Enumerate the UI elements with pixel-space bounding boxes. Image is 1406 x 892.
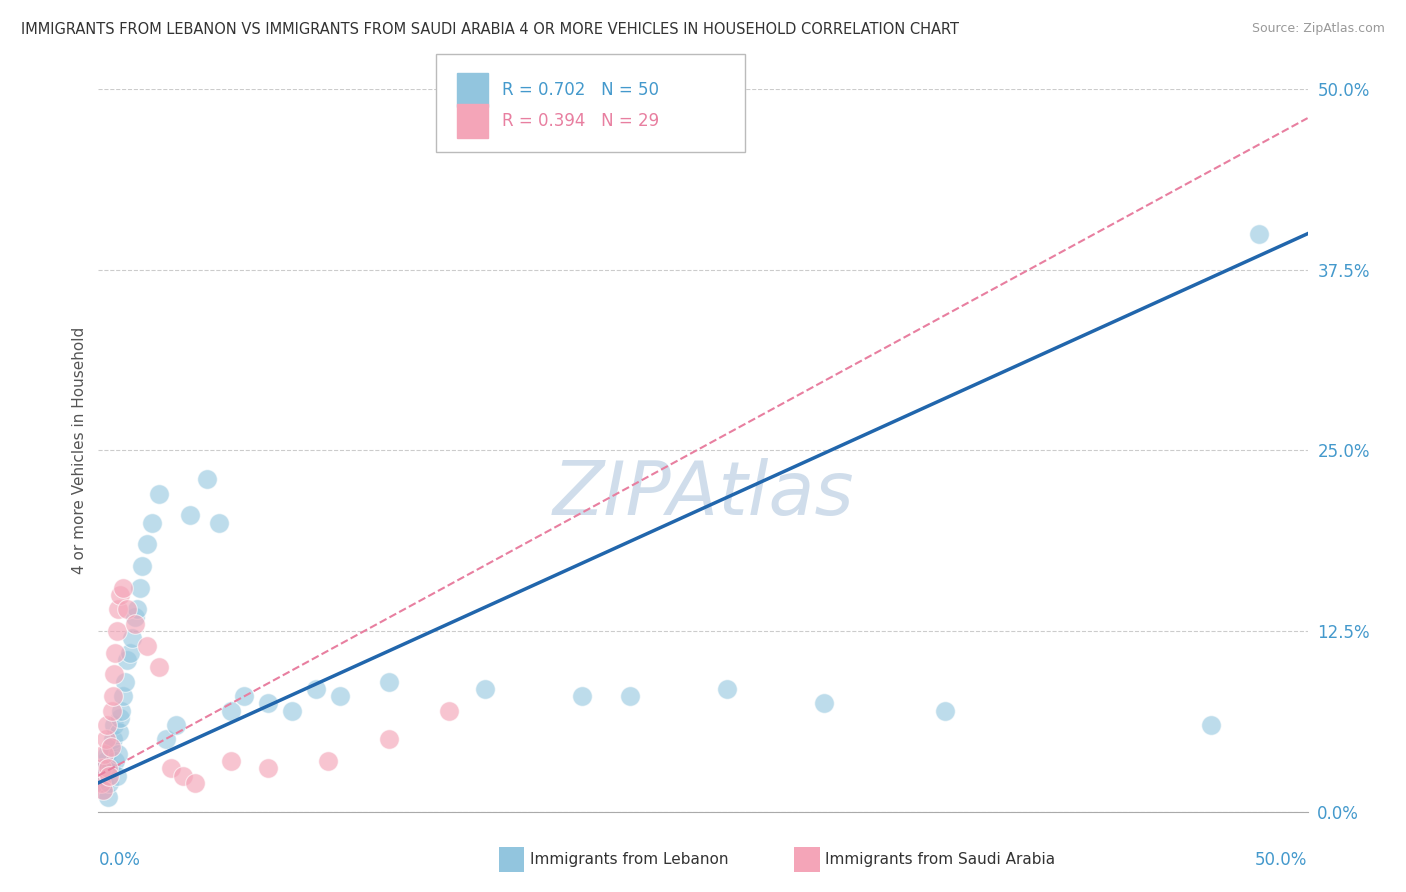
Point <box>111 689 134 703</box>
Point <box>377 674 399 689</box>
Y-axis label: 4 or more Vehicles in Household: 4 or more Vehicles in Household <box>72 326 87 574</box>
Point <box>127 602 149 616</box>
Point <box>121 632 143 646</box>
Point <box>90 769 112 783</box>
Point <box>934 704 956 718</box>
Text: 50.0%: 50.0% <box>1256 852 1308 870</box>
Point <box>114 674 136 689</box>
Point <box>184 776 207 790</box>
Point <box>256 761 278 775</box>
Point <box>94 754 117 768</box>
Point <box>141 516 163 530</box>
Point <box>104 646 127 660</box>
Point <box>1199 718 1222 732</box>
Point <box>96 747 118 761</box>
Point <box>232 689 254 703</box>
Point <box>90 776 112 790</box>
Text: 0.0%: 0.0% <box>98 852 141 870</box>
Point <box>104 754 127 768</box>
Point <box>281 704 304 718</box>
Point <box>101 732 124 747</box>
Point <box>195 472 218 486</box>
Point <box>111 581 134 595</box>
Point <box>103 718 125 732</box>
Point <box>91 761 114 775</box>
Point <box>160 761 183 775</box>
Point <box>377 732 399 747</box>
Point <box>98 769 121 783</box>
Point <box>135 639 157 653</box>
Point <box>135 537 157 551</box>
Point <box>91 783 114 797</box>
Point <box>208 516 231 530</box>
Point <box>101 689 124 703</box>
Point <box>474 681 496 696</box>
Point <box>1249 227 1271 241</box>
Point <box>172 769 194 783</box>
Point <box>716 681 738 696</box>
Point <box>813 696 835 710</box>
Point <box>131 559 153 574</box>
Point <box>124 609 146 624</box>
Point <box>316 754 339 768</box>
Point <box>117 602 139 616</box>
Text: ZIPAtlas: ZIPAtlas <box>553 458 853 530</box>
Point <box>329 689 352 703</box>
Point <box>94 732 117 747</box>
Point <box>619 689 641 703</box>
Text: R = 0.394   N = 29: R = 0.394 N = 29 <box>502 112 659 130</box>
Point <box>108 588 131 602</box>
Point <box>105 624 128 639</box>
Point <box>100 704 122 718</box>
Point <box>148 487 170 501</box>
Point <box>105 769 128 783</box>
Point <box>97 790 120 805</box>
Point <box>98 776 121 790</box>
Point <box>437 704 460 718</box>
Point <box>124 616 146 631</box>
Text: Immigrants from Lebanon: Immigrants from Lebanon <box>530 853 728 867</box>
Point <box>118 646 141 660</box>
Point <box>91 783 114 797</box>
Point <box>117 653 139 667</box>
Point <box>165 718 187 732</box>
Text: Source: ZipAtlas.com: Source: ZipAtlas.com <box>1251 22 1385 36</box>
Point <box>128 581 150 595</box>
Point <box>179 508 201 523</box>
Point <box>221 704 243 718</box>
Point <box>108 725 131 739</box>
Point <box>97 761 120 775</box>
Point <box>107 602 129 616</box>
Point <box>100 739 122 754</box>
Point <box>108 711 131 725</box>
Point <box>221 754 243 768</box>
Point <box>571 689 593 703</box>
Text: Immigrants from Saudi Arabia: Immigrants from Saudi Arabia <box>825 853 1056 867</box>
Point <box>93 776 115 790</box>
Point <box>100 739 122 754</box>
Point <box>155 732 177 747</box>
Point <box>148 660 170 674</box>
Point <box>93 747 115 761</box>
Point <box>91 761 114 775</box>
Point <box>305 681 328 696</box>
Text: R = 0.702   N = 50: R = 0.702 N = 50 <box>502 81 659 99</box>
Point <box>107 747 129 761</box>
Text: IMMIGRANTS FROM LEBANON VS IMMIGRANTS FROM SAUDI ARABIA 4 OR MORE VEHICLES IN HO: IMMIGRANTS FROM LEBANON VS IMMIGRANTS FR… <box>21 22 959 37</box>
Point <box>256 696 278 710</box>
Point <box>110 704 132 718</box>
Point <box>103 667 125 681</box>
Point <box>100 761 122 775</box>
Point <box>96 718 118 732</box>
